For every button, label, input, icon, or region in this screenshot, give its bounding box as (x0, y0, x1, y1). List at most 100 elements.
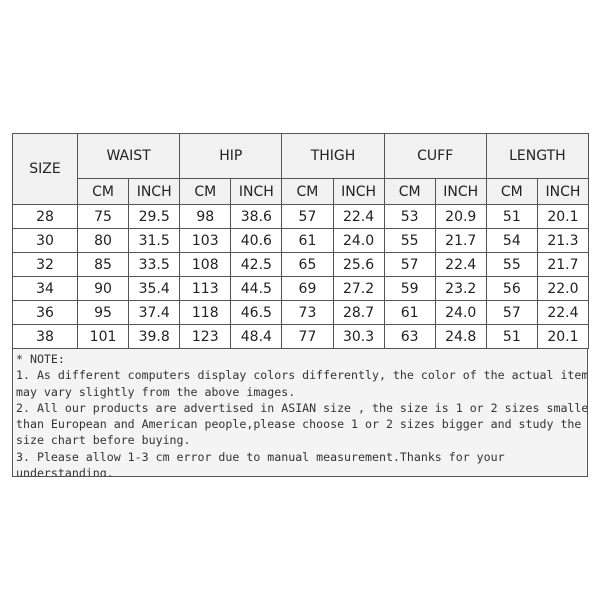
table-row: 36 95 37.4 118 46.5 73 28.7 61 24.0 57 22.4 (12, 300, 590, 325)
unit-header-cuff-cm: CM (383, 178, 436, 205)
measurement-cell: 20.9 (434, 204, 487, 229)
unit-header-thigh-cm: CM (281, 178, 334, 205)
note-line: size chart before buying. (16, 433, 191, 448)
measurement-cell: 24.0 (434, 300, 487, 325)
measurement-cell: 30.3 (332, 324, 385, 349)
size-cell: 38 (12, 324, 78, 349)
note-line: understanding. (16, 466, 114, 477)
size-table: SIZE WAIST HIP THIGH CUFF LENGTH CM INCH CM INC… (12, 133, 590, 349)
measurement-cell: 20.1 (536, 324, 590, 349)
group-header-thigh: THIGH (281, 133, 385, 179)
size-cell: 28 (12, 204, 78, 229)
unit-header-length-cm: CM (485, 178, 538, 205)
note-line: * NOTE: (16, 352, 65, 366)
measurement-cell: 53 (383, 204, 436, 229)
unit-header-thigh-inch: INCH (332, 178, 385, 205)
measurement-cell: 51 (485, 324, 538, 349)
measurement-cell: 21.3 (536, 228, 590, 253)
measurement-cell: 65 (281, 252, 334, 277)
measurement-cell: 57 (485, 300, 538, 325)
measurement-cell: 77 (281, 324, 334, 349)
measurement-cell: 54 (485, 228, 538, 253)
measurement-cell: 22.4 (434, 252, 487, 277)
measurement-cell: 56 (485, 276, 538, 301)
unit-header-cuff-inch: INCH (434, 178, 487, 205)
group-header-hip: HIP (179, 133, 283, 179)
unit-header-waist-inch: INCH (128, 178, 181, 205)
measurement-cell: 123 (179, 324, 232, 349)
measurement-cell: 108 (179, 252, 232, 277)
table-row: 30 80 31.5 103 40.6 61 24.0 55 21.7 54 21.3 (12, 228, 590, 253)
note-line: than European and American people,please… (16, 417, 582, 432)
table-row: 38 101 39.8 123 48.4 77 30.3 63 24.8 51 20.1 (12, 324, 590, 349)
note-box: * NOTE: 1. As different computers display… (12, 349, 588, 477)
measurement-cell: 23.2 (434, 276, 487, 301)
unit-header-hip-inch: INCH (230, 178, 283, 205)
measurement-cell: 48.4 (230, 324, 283, 349)
measurement-cell: 24.8 (434, 324, 487, 349)
measurement-cell: 35.4 (128, 276, 181, 301)
measurement-cell: 57 (281, 204, 334, 229)
measurement-cell: 21.7 (434, 228, 487, 253)
measurement-cell: 27.2 (332, 276, 385, 301)
measurement-cell: 33.5 (128, 252, 181, 277)
measurement-cell: 42.5 (230, 252, 283, 277)
measurement-cell: 40.6 (230, 228, 283, 253)
note-line: may vary slightly from the above images. (16, 384, 296, 399)
size-chart: SIZE WAIST HIP THIGH CUFF LENGTH CM INCH CM INC… (12, 133, 590, 477)
size-cell: 32 (12, 252, 78, 277)
measurement-cell: 20.1 (536, 204, 590, 229)
measurement-cell: 101 (76, 324, 130, 349)
measurement-cell: 39.8 (128, 324, 181, 349)
group-header-cuff: CUFF (383, 133, 487, 179)
measurement-cell: 57 (383, 252, 436, 277)
measurement-cell: 22.4 (332, 204, 385, 229)
note-line: 3. Please allow 1-3 cm error due to manu… (16, 449, 505, 464)
measurement-cell: 44.5 (230, 276, 283, 301)
measurement-cell: 37.4 (128, 300, 181, 325)
measurement-cell: 75 (76, 204, 130, 229)
measurement-cell: 113 (179, 276, 232, 301)
header-row-groups: SIZE WAIST HIP THIGH CUFF LENGTH (12, 133, 590, 205)
measurement-cell: 28.7 (332, 300, 385, 325)
table-row: 34 90 35.4 113 44.5 69 27.2 59 23.2 56 22.0 (12, 276, 590, 301)
measurement-cell: 46.5 (230, 300, 283, 325)
measurement-cell: 103 (179, 228, 232, 253)
unit-header-waist-cm: CM (76, 178, 130, 205)
measurement-cell: 80 (76, 228, 130, 253)
measurement-cell: 31.5 (128, 228, 181, 253)
measurement-cell: 25.6 (332, 252, 385, 277)
measurement-cell: 85 (76, 252, 130, 277)
measurement-cell: 98 (179, 204, 232, 229)
measurement-cell: 29.5 (128, 204, 181, 229)
measurement-cell: 51 (485, 204, 538, 229)
unit-header-length-inch: INCH (536, 178, 590, 205)
measurement-cell: 63 (383, 324, 436, 349)
size-header: SIZE (12, 133, 78, 205)
measurement-cell: 95 (76, 300, 130, 325)
note-line: 2. All our products are advertised in AS… (16, 400, 588, 415)
header-row-units: CM INCH CM INCH CM INCH CM INCH CM INCH (13, 178, 590, 205)
size-cell: 36 (12, 300, 78, 325)
measurement-cell: 61 (383, 300, 436, 325)
measurement-cell: 24.0 (332, 228, 385, 253)
size-cell: 30 (12, 228, 78, 253)
group-header-length: LENGTH (485, 133, 590, 179)
measurement-cell: 73 (281, 300, 334, 325)
unit-header-hip-cm: CM (179, 178, 232, 205)
measurement-cell: 90 (76, 276, 130, 301)
measurement-cell: 55 (383, 228, 436, 253)
table-row: 28 75 29.5 98 38.6 57 22.4 53 20.9 51 20.1 (12, 204, 590, 229)
measurement-cell: 69 (281, 276, 334, 301)
size-cell: 34 (12, 276, 78, 301)
measurement-cell: 55 (485, 252, 538, 277)
table-row: 32 85 33.5 108 42.5 65 25.6 57 22.4 55 21.7 (12, 252, 590, 277)
measurement-cell: 22.4 (536, 300, 590, 325)
note-line: 1. As different computers display colors… (16, 368, 588, 383)
measurement-cell: 61 (281, 228, 334, 253)
measurement-cell: 59 (383, 276, 436, 301)
group-header-waist: WAIST (76, 133, 181, 179)
measurement-cell: 21.7 (536, 252, 590, 277)
measurement-cell: 118 (179, 300, 232, 325)
measurement-cell: 38.6 (230, 204, 283, 229)
